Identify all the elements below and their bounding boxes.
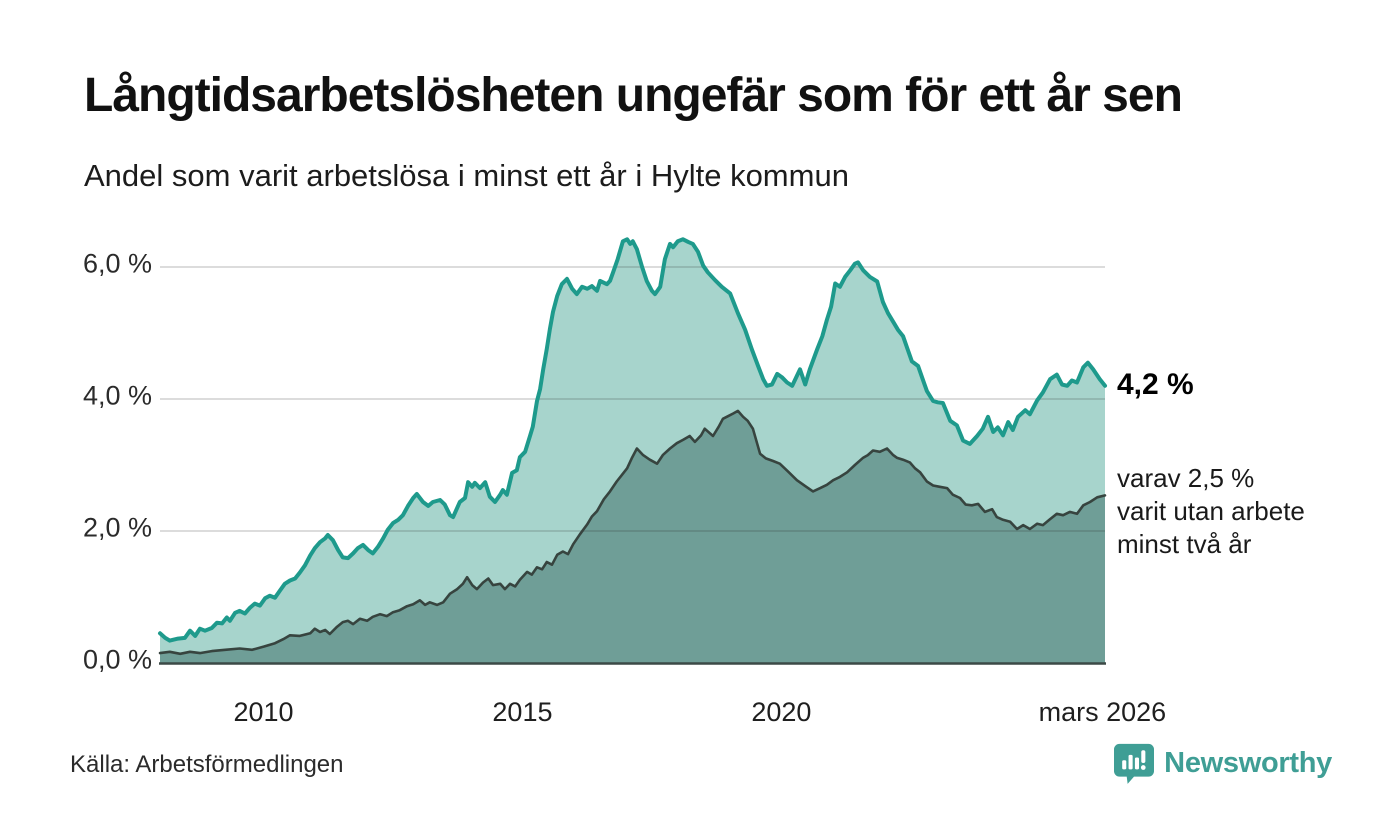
line-unemployed-2yr [158,409,1107,656]
end-value-label-2yr-line3: minst två år [1117,529,1252,559]
speech-bubble-shape [1114,743,1155,784]
end-value-label-2yr-line1: varav 2,5 % [1117,463,1255,493]
x-tick-mars-2026: mars 2026 [1038,697,1167,727]
brand-wordmark: Newsworthy [1164,746,1332,779]
chart-title: Långtidsarbetslösheten ungefär som för e… [84,69,1183,122]
brand-logo: Newsworthy [1114,742,1332,784]
end-value-label-1yr: 4,2 % [1117,368,1194,401]
x-tick-2010: 2010 [233,697,294,727]
end-value-label-2yr: varav 2,5 % varit utan arbete minst två … [1117,462,1305,561]
gridlines [160,266,1105,532]
line-unemployed-1yr [158,237,1107,643]
y-tick-4: 4,0 % [82,380,152,411]
newsworthy-icon [1114,743,1155,784]
x-tick-2015: 2015 [492,697,553,727]
chart-subtitle: Andel som varit arbetslösa i minst ett å… [84,158,849,193]
end-value-label-2yr-line2: varit utan arbete [1117,496,1305,526]
source-attribution: Källa: Arbetsförmedlingen [70,751,344,778]
y-tick-6: 6,0 % [82,248,152,279]
area-unemployed-2yr [160,410,1105,663]
y-tick-0: 0,0 % [82,644,152,675]
y-tick-2: 2,0 % [82,512,152,543]
x-tick-2020: 2020 [751,697,812,727]
